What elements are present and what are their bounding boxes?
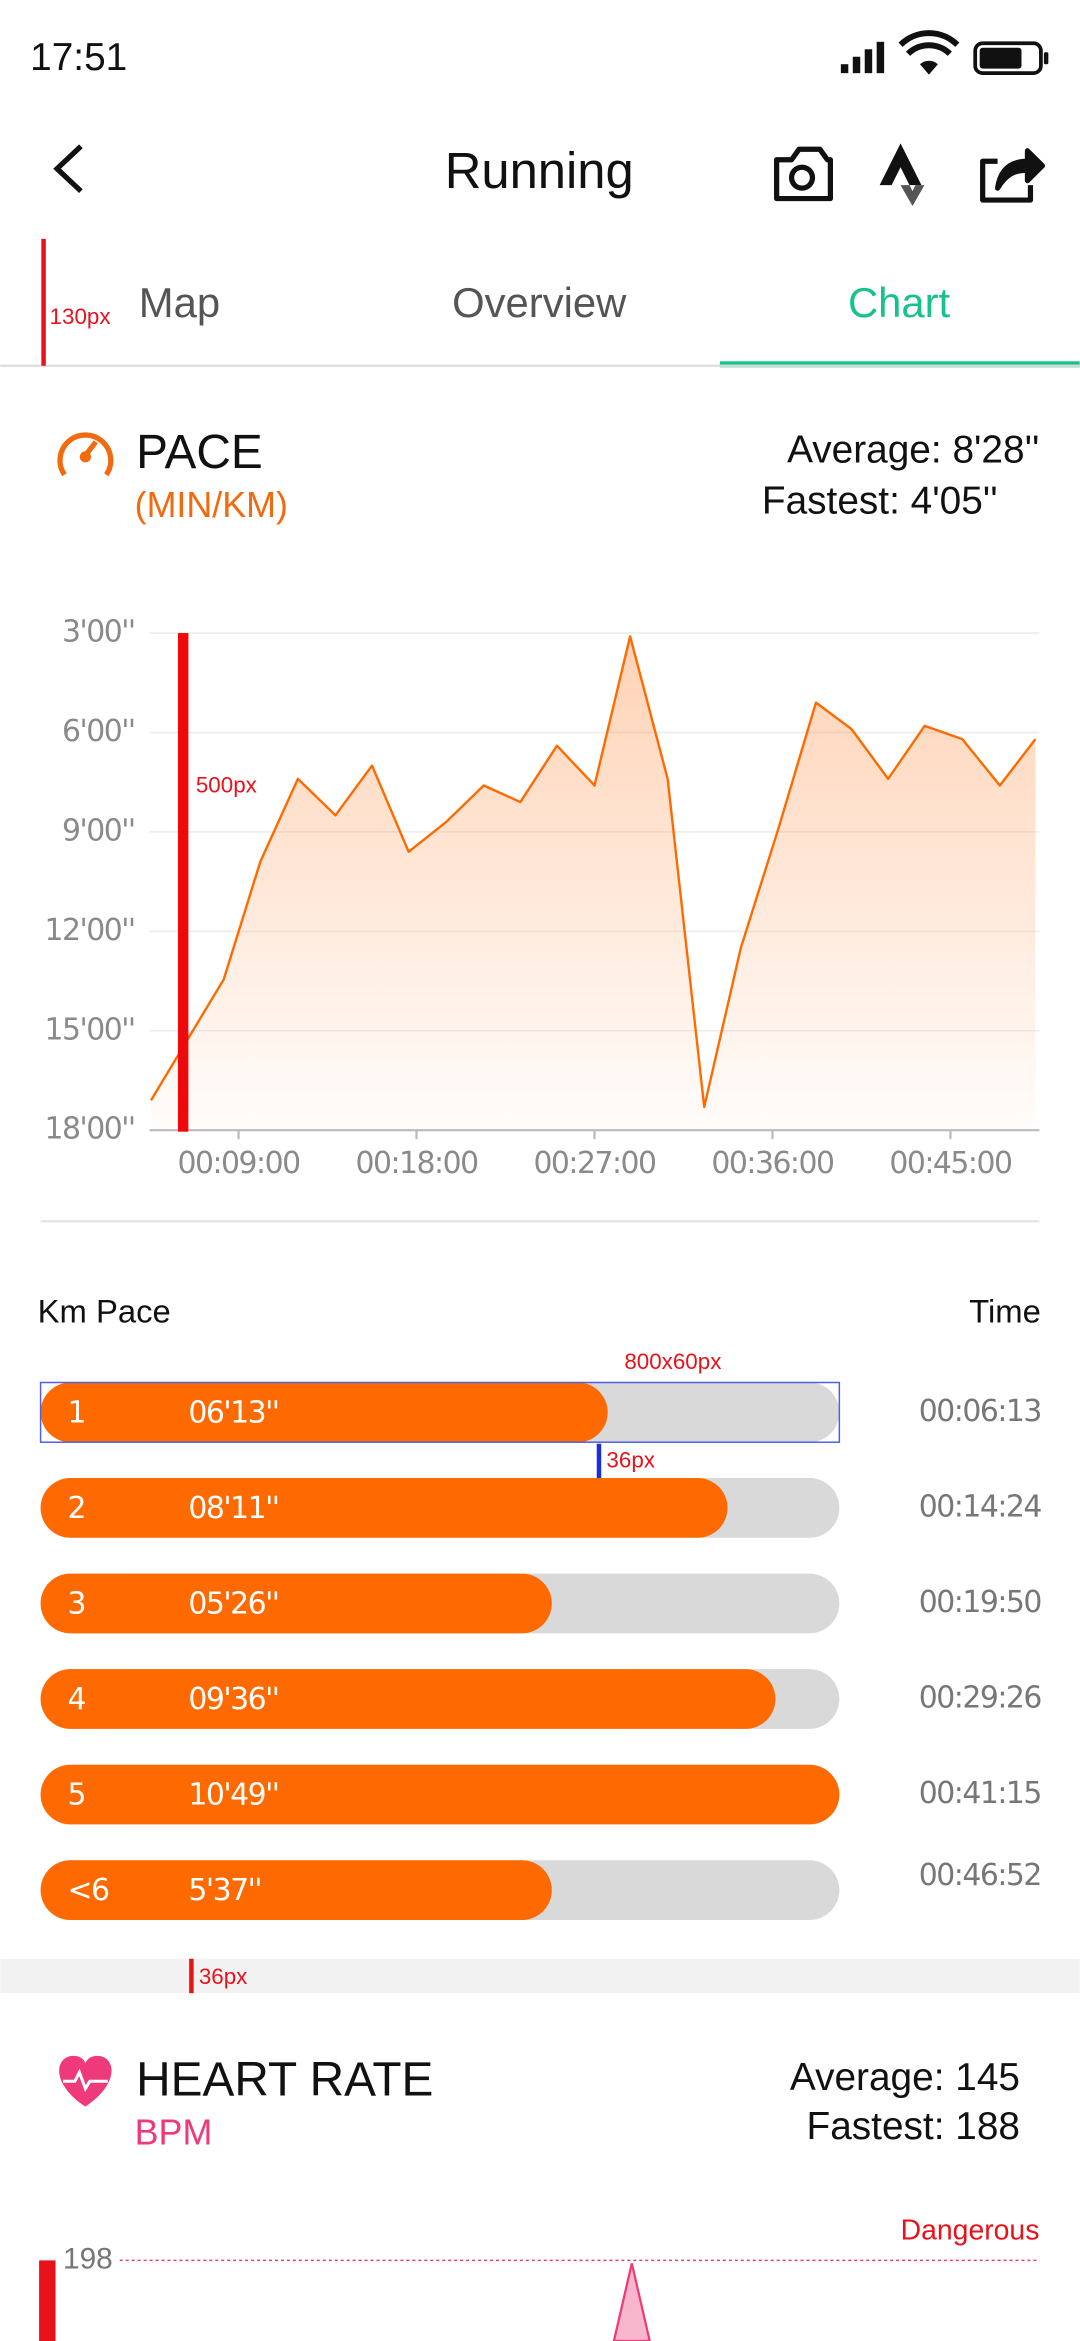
pace-label: 08'11'': [188, 1491, 278, 1526]
km-pace-header: Km Pace: [38, 1292, 171, 1329]
gap-label: 36px: [606, 1448, 655, 1473]
heart-rate-title: HEART RATE: [136, 2053, 433, 2106]
km-label: 1: [67, 1395, 84, 1430]
section-gap-label: 36px: [199, 1964, 248, 1989]
hr-peak: [612, 2263, 651, 2341]
heart-icon: [59, 2055, 112, 2107]
km-label: 3: [67, 1586, 84, 1621]
pace-average: Average: 8'28'': [787, 429, 1039, 472]
area-fill: [150, 636, 1036, 1131]
pace-line: [149, 635, 1037, 1109]
x-tick-label: 00:36:00: [711, 1146, 833, 1181]
x-tick-label: 00:18:00: [355, 1146, 477, 1181]
height-marker: [177, 633, 189, 1132]
section-gap: [0, 1958, 1080, 1994]
y-tick-label: 9'00'': [62, 813, 135, 848]
km-label: 5: [67, 1778, 84, 1813]
y-tick-label: 3'00'': [62, 615, 135, 650]
pace-bar: [40, 1764, 840, 1825]
pace-bar: [40, 1478, 728, 1538]
tab[interactable]: Overview: [452, 279, 627, 326]
back-button[interactable]: [53, 144, 83, 194]
pace-label: 05'26'': [188, 1586, 278, 1621]
x-tick-label: 00:45:00: [889, 1146, 1011, 1181]
pace-icon: [57, 432, 114, 477]
split-time: 00:46:52: [919, 1858, 1041, 1893]
km-label: 4: [67, 1682, 85, 1717]
split-time: 00:06:13: [919, 1394, 1041, 1429]
pace-title: PACE: [136, 426, 263, 479]
split-time: 00:19:50: [919, 1585, 1041, 1620]
page-title: Running: [445, 142, 634, 199]
pace-bar: [40, 1860, 552, 1920]
pace-bar: [40, 1382, 608, 1443]
heart-rate-fastest: Fastest: 188: [806, 2105, 1020, 2148]
x-tick-label: 00:09:00: [178, 1146, 300, 1181]
danger-zone-label: Dangerous: [901, 2214, 1040, 2246]
km-label: <6: [67, 1873, 109, 1908]
pace-bar: [40, 1573, 552, 1634]
x-tick-label: 00:27:00: [533, 1146, 655, 1181]
pace-bar: [40, 1669, 776, 1729]
heart-rate-unit: BPM: [135, 2112, 213, 2152]
pace-unit: (MIN/KM): [135, 485, 288, 525]
tab[interactable]: Map: [139, 279, 220, 326]
size-label: 800x60px: [624, 1349, 721, 1374]
tab-indicator: [719, 361, 1080, 368]
heart-rate-average: Average: 145: [790, 2056, 1020, 2099]
split-time: 00:29:26: [919, 1681, 1042, 1716]
height-label: 500px: [196, 773, 257, 798]
status-time: 17:51: [30, 36, 127, 79]
status-icons: [840, 30, 1049, 76]
tab[interactable]: Chart: [848, 279, 951, 326]
camera-button[interactable]: [774, 146, 833, 202]
y-tick-label: 15'00'': [45, 1012, 135, 1047]
size-marker: [39, 1381, 841, 1443]
split-time: 00:14:24: [919, 1489, 1042, 1524]
strava-button[interactable]: [879, 143, 925, 207]
pace-label: 09'36'': [188, 1682, 278, 1717]
y-tick-label: 6'00'': [62, 714, 135, 749]
threshold-label: 198: [63, 2242, 113, 2275]
pace-label: 5'37'': [188, 1873, 261, 1908]
y-tick-label: 18'00'': [45, 1112, 135, 1147]
km-label: 2: [67, 1491, 84, 1526]
hr-marker: [39, 2260, 56, 2341]
y-tick-label: 12'00'': [45, 913, 135, 948]
time-header: Time: [969, 1292, 1041, 1329]
pace-label: 10'49'': [188, 1778, 278, 1813]
spacing-label: 130px: [50, 304, 111, 329]
share-button[interactable]: [980, 148, 1046, 203]
pace-fastest: Fastest: 4'05'': [762, 479, 998, 522]
pace-label: 06'13'': [188, 1395, 278, 1430]
split-time: 00:41:15: [919, 1776, 1041, 1811]
